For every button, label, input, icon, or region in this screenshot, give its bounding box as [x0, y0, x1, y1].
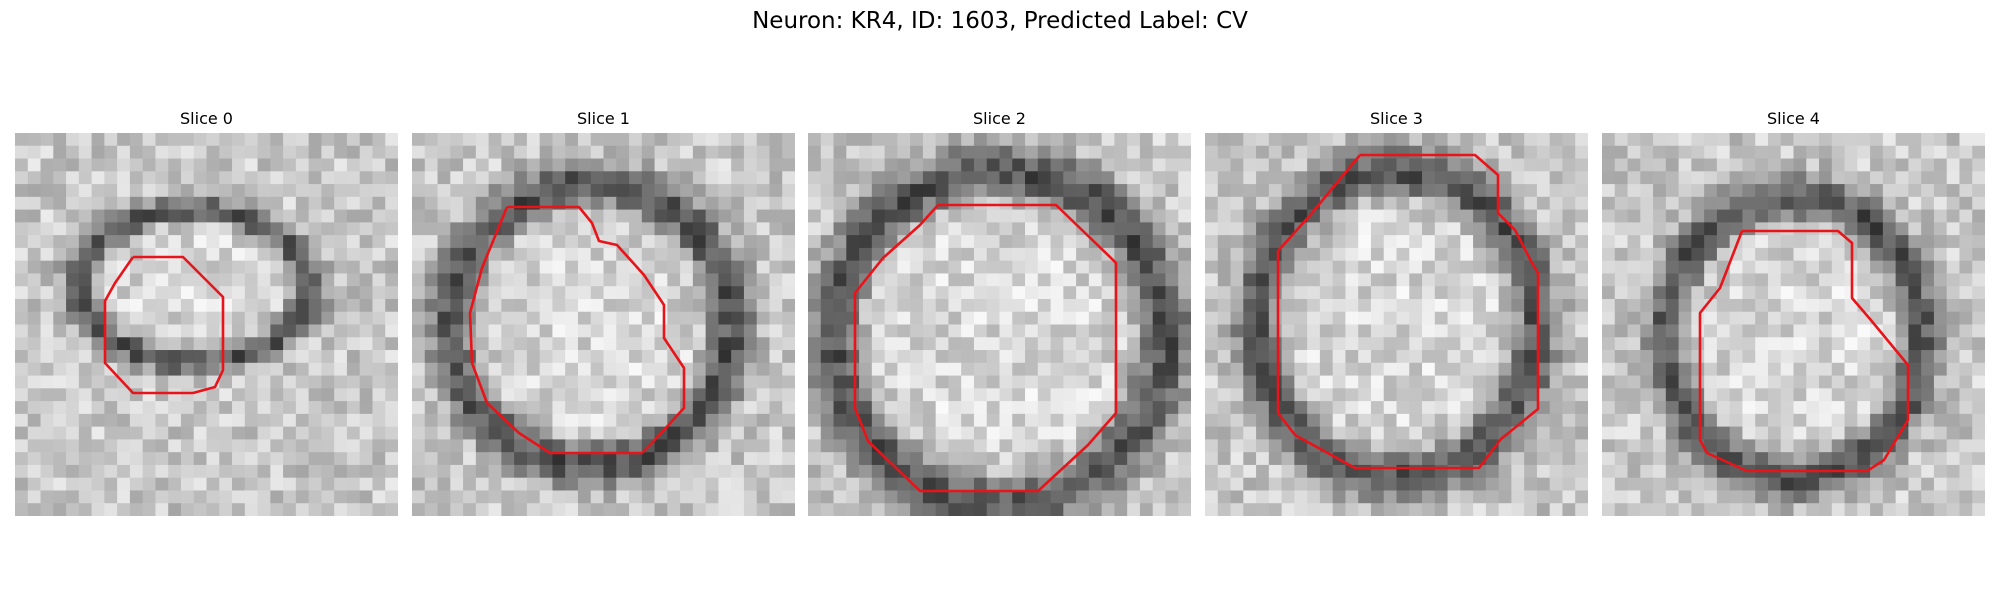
segmentation-contour [1698, 229, 1910, 473]
slice-title: Slice 3 [1370, 109, 1423, 128]
slice-image [1205, 133, 1588, 516]
slice-title: Slice 1 [577, 109, 630, 128]
slice-panel-2: Slice 2 [808, 108, 1191, 516]
slice-panel-0: Slice 0 [15, 108, 398, 516]
slice-panel-1: Slice 1 [412, 108, 795, 516]
microscopy-image-icon [808, 133, 1191, 516]
segmentation-contour [468, 205, 686, 455]
microscopy-image-icon [1602, 133, 1985, 516]
slice-image [1602, 133, 1985, 516]
slice-image [15, 133, 398, 516]
segmentation-contour [103, 255, 225, 395]
figure-title: Neuron: KR4, ID: 1603, Predicted Label: … [752, 8, 1248, 34]
microscopy-image-icon [1205, 133, 1588, 516]
slice-image [412, 133, 795, 516]
slice-panel-4: Slice 4 [1602, 108, 1985, 516]
slice-image [808, 133, 1191, 516]
slice-title: Slice 0 [180, 109, 233, 128]
microscopy-image-icon [412, 133, 795, 516]
segmentation-contour [1276, 153, 1540, 470]
slice-title: Slice 2 [973, 109, 1026, 128]
slice-panel-3: Slice 3 [1205, 108, 1588, 516]
microscopy-image-icon [15, 133, 398, 516]
slice-title: Slice 4 [1767, 109, 1820, 128]
segmentation-contour [853, 203, 1118, 493]
